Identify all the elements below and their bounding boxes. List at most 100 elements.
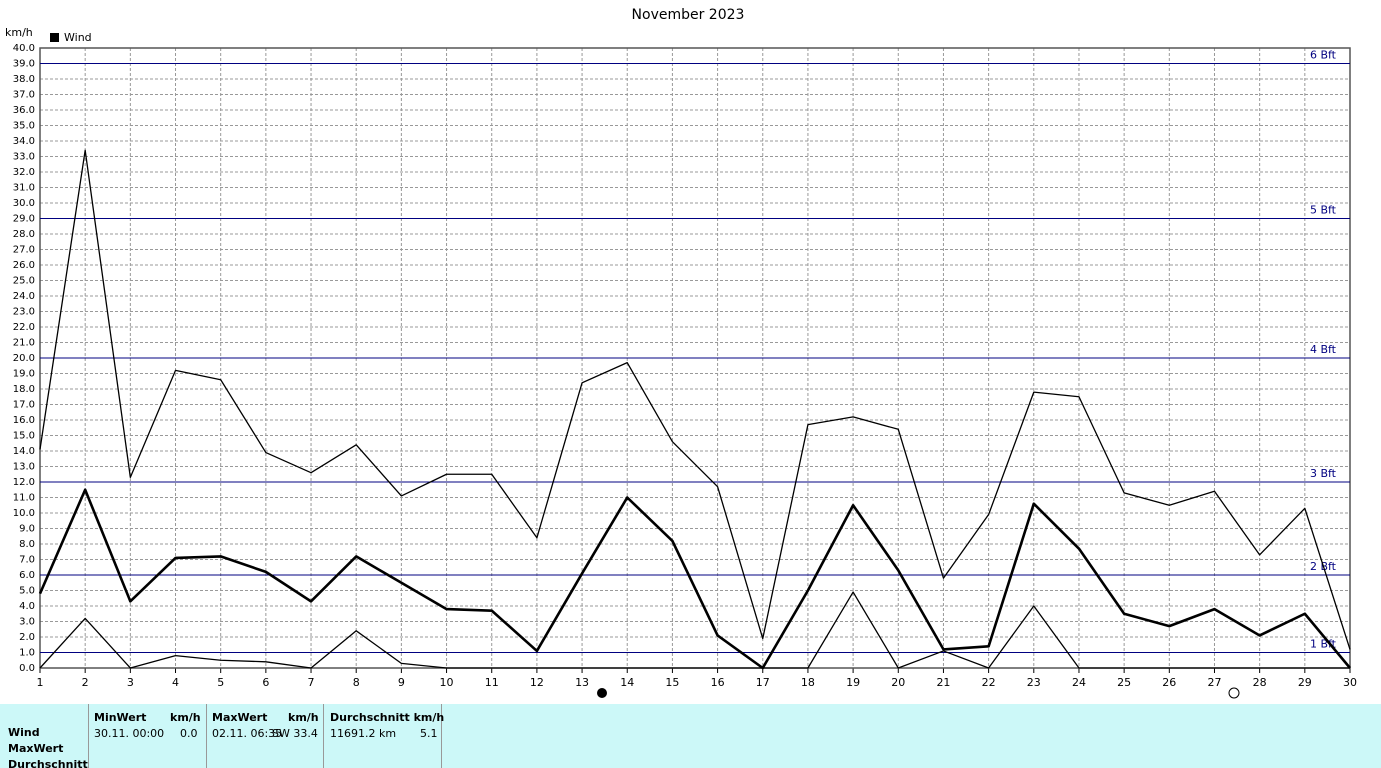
y-tick-label: 36.0 xyxy=(13,105,35,116)
y-tick-label: 15.0 xyxy=(13,431,35,442)
y-tick-label: 40.0 xyxy=(13,43,35,54)
y-tick-label: 25.0 xyxy=(13,276,35,287)
data-line xyxy=(39,591,1350,669)
x-tick-label: 2 xyxy=(82,676,89,689)
y-tick-label: 27.0 xyxy=(13,245,35,256)
y-tick-label: 2.0 xyxy=(19,632,35,643)
x-tick-label: 26 xyxy=(1162,676,1176,689)
y-tick-label: 8.0 xyxy=(19,539,35,550)
y-tick-label: 37.0 xyxy=(13,90,35,101)
y-tick-label: 12.0 xyxy=(13,477,35,488)
x-tick-label: 15 xyxy=(665,676,679,689)
y-tick-label: 28.0 xyxy=(13,229,35,240)
y-tick-label: 16.0 xyxy=(13,415,35,426)
reference-label: 3 Bft xyxy=(1310,467,1337,480)
x-tick-label: 14 xyxy=(620,676,634,689)
separator xyxy=(206,704,207,768)
moon-full xyxy=(1228,687,1240,699)
reference-label: 4 Bft xyxy=(1310,343,1337,356)
chart: November 2023 km/h Wind 0.0 1.0 2.0 3.0 4.0 5… xyxy=(5,7,1357,699)
cell: SW 33.4 xyxy=(272,727,318,740)
x-tick-label: 29 xyxy=(1298,676,1312,689)
y-tick-label: 33.0 xyxy=(13,152,35,163)
separator xyxy=(441,704,442,768)
y-tick-label: 14.0 xyxy=(13,446,35,457)
moon-new xyxy=(597,688,607,698)
y-tick-label: 7.0 xyxy=(19,555,35,566)
x-tick-label: 20 xyxy=(891,676,905,689)
x-tick-label: 28 xyxy=(1253,676,1267,689)
y-tick-label: 22.0 xyxy=(13,322,35,333)
legend-swatch xyxy=(50,33,59,42)
y-tick-label: 3.0 xyxy=(19,617,35,628)
data-line xyxy=(38,488,1351,670)
cell: 5.1 xyxy=(420,727,438,740)
x-tick-label: 8 xyxy=(353,676,360,689)
y-tick-label: 39.0 xyxy=(13,59,35,70)
row-label: MaxWert xyxy=(8,742,64,755)
reference-label: 5 Bft xyxy=(1310,204,1337,217)
x-tick-label: 30 xyxy=(1343,676,1357,689)
y-tick-label: 9.0 xyxy=(19,524,35,535)
header: km/h xyxy=(170,711,201,724)
y-tick-label: 29.0 xyxy=(13,214,35,225)
header: Durchschnitt km/h xyxy=(330,711,445,724)
x-tick-label: 10 xyxy=(440,676,454,689)
y-tick-label: 19.0 xyxy=(13,369,35,380)
x-tick-label: 5 xyxy=(217,676,224,689)
y-tick-label: 1.0 xyxy=(19,648,35,659)
x-tick-label: 1 xyxy=(37,676,44,689)
y-tick-label: 32.0 xyxy=(13,167,35,178)
legend-label: Wind xyxy=(64,31,92,44)
x-tick-label: 3 xyxy=(127,676,134,689)
cell: 0.0 xyxy=(180,727,198,740)
x-tick-label: 24 xyxy=(1072,676,1086,689)
y-tick-label: 24.0 xyxy=(13,291,35,302)
y-tick-label: 0.0 xyxy=(19,663,35,674)
y-tick-label: 6.0 xyxy=(19,570,35,581)
y-tick-label: 5.0 xyxy=(19,586,35,597)
header: MinWert xyxy=(94,711,147,724)
y-tick-label: 13.0 xyxy=(13,462,35,473)
y-tick-label: 18.0 xyxy=(13,384,35,395)
header: km/h xyxy=(288,711,319,724)
y-tick-label: 4.0 xyxy=(19,601,35,612)
y-tick-label: 35.0 xyxy=(13,121,35,132)
y-tick-label: 21.0 xyxy=(13,338,35,349)
summary-table: MinWert km/h MaxWert km/h Durchschnitt k… xyxy=(0,704,1381,768)
cell: 11691.2 km xyxy=(330,727,397,740)
y-tick-label: 10.0 xyxy=(13,508,35,519)
y-axis-label: km/h xyxy=(5,26,33,39)
separator xyxy=(323,704,324,768)
separator xyxy=(88,704,89,768)
cell: 02.11. 06:35 xyxy=(212,727,283,740)
x-tick-label: 17 xyxy=(756,676,770,689)
cell: 30.11. 00:00 xyxy=(94,727,165,740)
y-tick-label: 11.0 xyxy=(13,493,35,504)
y-tick-label: 17.0 xyxy=(13,400,35,411)
row-label: Wind xyxy=(8,726,40,739)
x-tick-label: 21 xyxy=(936,676,950,689)
y-tick-label: 31.0 xyxy=(13,183,35,194)
x-tick-label: 12 xyxy=(530,676,544,689)
x-tick-label: 7 xyxy=(308,676,315,689)
chart-title: November 2023 xyxy=(632,7,745,23)
y-tick-label: 34.0 xyxy=(13,136,35,147)
x-tick-label: 13 xyxy=(575,676,589,689)
x-tick-label: 11 xyxy=(485,676,499,689)
x-tick-label: 4 xyxy=(172,676,179,689)
x-tick-label: 27 xyxy=(1207,676,1221,689)
header: MaxWert xyxy=(212,711,268,724)
x-tick-label: 9 xyxy=(398,676,405,689)
x-tick-label: 18 xyxy=(801,676,815,689)
reference-label: 6 Bft xyxy=(1310,49,1337,62)
y-tick-label: 20.0 xyxy=(13,353,35,364)
x-tick-label: 25 xyxy=(1117,676,1131,689)
row-label: Durchschnitt xyxy=(8,758,88,768)
data-line xyxy=(39,149,1351,650)
x-tick-label: 22 xyxy=(982,676,996,689)
x-tick-label: 19 xyxy=(846,676,860,689)
y-tick-label: 26.0 xyxy=(13,260,35,271)
y-tick-label: 30.0 xyxy=(13,198,35,209)
